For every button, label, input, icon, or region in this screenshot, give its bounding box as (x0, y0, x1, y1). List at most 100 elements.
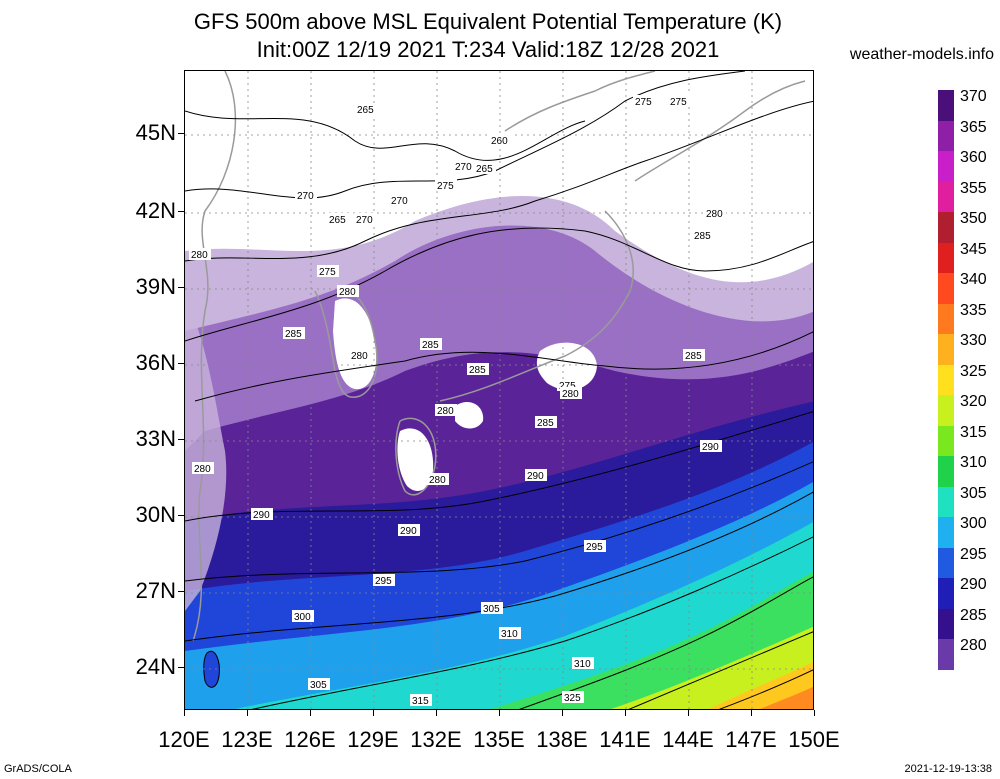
lon-label: 144E (662, 727, 714, 752)
lon-tick (625, 710, 626, 716)
colorbar-label: 330 (960, 332, 987, 349)
contour-lines (185, 71, 813, 709)
contour-label-bg (398, 524, 420, 536)
lat-label: 30N (135, 502, 176, 527)
contour-label-bg (633, 95, 655, 107)
lon-label: 138E (536, 727, 588, 752)
lon-label: 132E (410, 727, 462, 752)
contour-label-bg (189, 248, 211, 260)
contour-label: 280 (706, 209, 723, 220)
contour-label: 300 (294, 612, 311, 623)
contour-label-bg (474, 162, 496, 174)
contour-label: 280 (562, 389, 579, 400)
contour-label-bg (560, 387, 582, 399)
lon-label: 147E (725, 727, 777, 752)
contour-label-bg (704, 207, 726, 219)
lat-label: 33N (135, 426, 176, 451)
contour-label: 270 (391, 196, 408, 207)
contour-label: 290 (400, 526, 417, 537)
contour-label: 315 (412, 696, 429, 707)
contour-label-bg (251, 508, 273, 520)
lon-tick (751, 710, 752, 716)
colorbar-label: 365 (960, 118, 987, 136)
colorbar-swatch (938, 578, 954, 609)
contour-label: 260 (491, 136, 508, 147)
colorbar-swatch (938, 303, 954, 334)
source-credit: weather-models.info (849, 46, 994, 63)
colorbar (938, 90, 954, 670)
lon-label: 141E (599, 727, 651, 752)
contour-label: 285 (694, 231, 711, 242)
lat-tick (178, 591, 184, 592)
contour-label: 305 (310, 680, 327, 691)
contour-label-bg (668, 95, 690, 107)
lon-tick (436, 710, 437, 716)
coastal-band (185, 301, 227, 611)
colorbar-label: 290 (960, 576, 987, 593)
lon-label: 150E (788, 727, 840, 752)
contour-label-bg (355, 103, 377, 115)
contour-label-bg (337, 285, 359, 297)
lat-tick (178, 287, 184, 288)
lat-tick (178, 439, 184, 440)
colorbar-swatch (938, 517, 954, 548)
band-325 (709, 661, 813, 709)
kyushu-cold-pocket (397, 428, 434, 491)
lon-label: 135E (473, 727, 525, 752)
colorbar-label: 370 (960, 88, 987, 105)
contour-label-bg (489, 134, 511, 146)
contour-label-bg (481, 602, 503, 614)
map-panel: 265 270 270 265 270 260 265 270 275 275 275 280 285 2… (184, 70, 814, 710)
contour-label: 285 (469, 365, 486, 376)
contour-label: 295 (586, 542, 603, 553)
contour-label: 275 (437, 181, 454, 192)
contour-label-bg (192, 462, 214, 474)
lon-tick (562, 710, 563, 716)
lat-tick (178, 133, 184, 134)
band-335 (759, 686, 813, 709)
colorbar-label: 355 (960, 179, 987, 197)
contour-label: 285 (422, 340, 439, 351)
contour-label: 270 (455, 162, 472, 173)
lat-label: 39N (135, 274, 176, 299)
colorbar-swatch (938, 364, 954, 395)
colorbar-label: 310 (960, 454, 987, 471)
lon-tick (499, 710, 500, 716)
contour-label: 280 (339, 287, 356, 298)
contour-label: 265 (476, 164, 493, 175)
contour-label-bg (349, 349, 371, 361)
contour-label-bg (427, 473, 449, 485)
colorbar-swatch (938, 273, 954, 304)
colorbar-swatch (938, 181, 954, 212)
contour-label-bg (354, 213, 376, 225)
chart-subtitle: Init:00Z 12/19 2021 T:234 Valid:18Z 12/2… (256, 37, 720, 62)
contour-label-bg (467, 363, 489, 375)
colorbar-swatch (938, 334, 954, 365)
colorbar-label: 350 (960, 210, 987, 227)
colorbar-label: 360 (960, 149, 987, 166)
chart-title: GFS 500m above MSL Equivalent Potential … (193, 9, 783, 34)
contour-label: 280 (429, 475, 446, 486)
lat-label: 42N (135, 198, 176, 223)
contour-label-bg (373, 574, 395, 586)
contour-label-bg (700, 440, 722, 452)
lon-tick (310, 710, 311, 716)
contour-label-bg (292, 610, 314, 622)
contour-label-bg (435, 179, 457, 191)
contour-label-bg (435, 404, 457, 416)
colorbar-label: 335 (960, 301, 987, 319)
contour-label-bg (308, 678, 330, 690)
contour-label-bg (295, 189, 317, 201)
lat-tick (178, 211, 184, 212)
contour-label: 310 (574, 659, 591, 670)
contour-label: 305 (483, 604, 500, 615)
colorbar-swatch (938, 547, 954, 578)
lon-label: 126E (284, 727, 336, 752)
contour-label: 295 (375, 576, 392, 587)
lat-tick (178, 667, 184, 668)
lon-tick (688, 710, 689, 716)
taiwan-island (203, 650, 220, 688)
colorbar-label: 320 (960, 393, 987, 410)
colorbar-label: 300 (960, 515, 987, 532)
